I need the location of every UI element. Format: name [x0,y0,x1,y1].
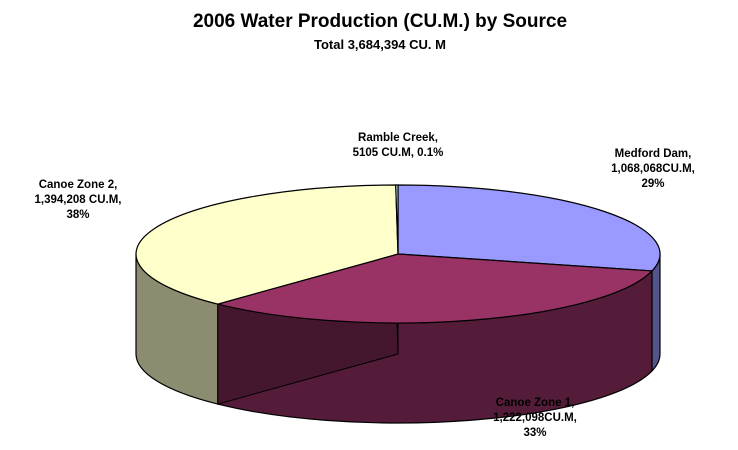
slice-label-line: 1,394,208 CU.M, [35,194,122,206]
pie-slice-canoe-zone-1 [215,253,654,324]
slice-label-canoe-zone-2: Canoe Zone 2, 1,394,208 CU.M, 38% [35,179,122,221]
slice-label-line: Canoe Zone 2, [39,179,118,191]
slice-label-ramble-creek: Ramble Creek, 5105 CU.M, 0.1% [353,132,444,159]
pie-slice-medford-dam [397,184,661,272]
slice-label-line: Canoe Zone 1, [496,397,575,409]
pie-side-medford-dam [651,253,661,373]
slice-label-line: 33% [523,427,546,439]
slice-label-line: 1,222,098CU.M, [493,412,577,424]
slice-label-line: 29% [641,178,664,190]
chart-title: 2006 Water Production (CU.M.) by Source [193,11,567,32]
slice-label-line: 5105 CU.M, 0.1% [353,147,444,159]
pie-slice-ramble-creek [395,184,399,255]
slice-label-canoe-zone-1: Canoe Zone 1, 1,222,098CU.M, 33% [493,397,577,439]
slice-label-line: 38% [66,209,89,221]
slice-label-medford-dam: Medford Dam, 1,068,068CU.M, 29% [611,148,695,190]
pie-slice-canoe-zone-2 [135,184,399,305]
chart-subtitle: Total 3,684,394 CU. M [314,37,446,52]
pie-tops [135,184,661,324]
slice-label-line: Medford Dam, [615,148,692,160]
slice-label-line: Ramble Creek, [358,132,438,144]
slice-labels: Medford Dam, 1,068,068CU.M, 29% Canoe Zone … [35,132,695,439]
slice-label-line: 1,068,068CU.M, [611,163,695,175]
